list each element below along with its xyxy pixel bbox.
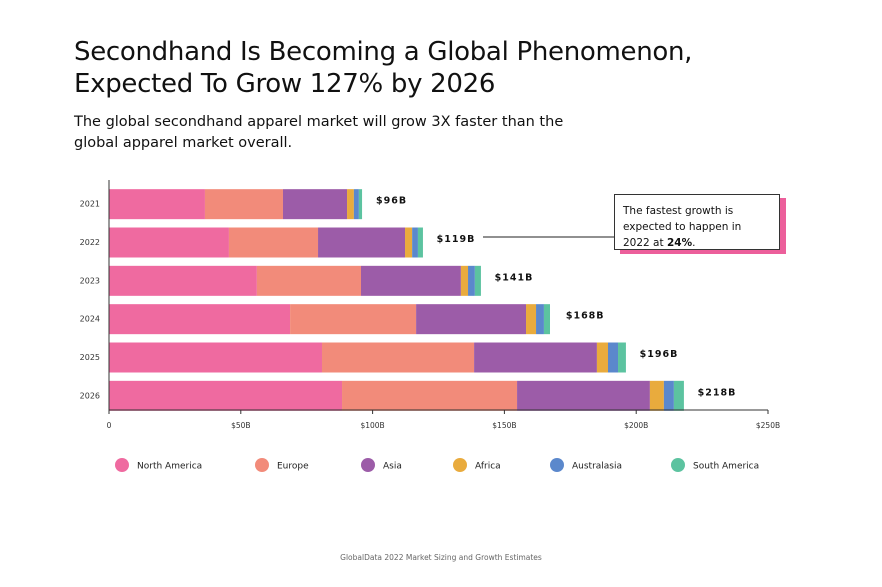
bar-segment <box>536 304 544 335</box>
legend-swatch <box>671 458 685 472</box>
annotation: The fastest growth is expected to happen… <box>614 194 780 250</box>
total-label: $119B <box>437 234 476 245</box>
bar-segment <box>460 265 469 296</box>
source: GlobalData 2022 Market Sizing and Growth… <box>340 553 542 562</box>
y-tick-label: 2026 <box>80 391 100 400</box>
legend-label: Australasia <box>572 462 622 472</box>
bar-segment <box>109 227 229 258</box>
x-tick-label: $150B <box>492 421 516 430</box>
bar-segment <box>342 380 518 411</box>
bar-segment <box>228 227 319 258</box>
bar-segment <box>361 265 461 296</box>
legend-label: Europe <box>277 462 309 472</box>
bar-segment <box>405 227 413 258</box>
bar-segment <box>282 189 348 220</box>
annotation-emphasis: 24% <box>666 237 693 249</box>
annotation-end: . <box>692 237 696 249</box>
legend-label: Asia <box>383 462 402 472</box>
bar-segment <box>474 342 597 373</box>
legend-label: North America <box>137 462 202 472</box>
total-label: $96B <box>376 196 407 207</box>
x-tick-label: $100B <box>360 421 384 430</box>
bar-segment <box>526 304 537 335</box>
bar-segment <box>517 380 650 411</box>
total-label: $168B <box>566 311 605 322</box>
x-tick-label: $250B <box>756 421 780 430</box>
x-tick-label: $200B <box>624 421 648 430</box>
bar-segment <box>412 227 418 258</box>
bar-segment <box>109 304 291 335</box>
total-label: $196B <box>640 349 679 360</box>
chart-title: Secondhand Is Becoming a Global Phenomen… <box>74 37 693 99</box>
bar-segment <box>353 189 359 220</box>
x-tick-label: 0 <box>107 421 112 430</box>
y-tick-label: 2022 <box>80 238 100 247</box>
bar-segment <box>347 189 354 220</box>
bar-segment <box>109 265 257 296</box>
bar-segment <box>256 265 362 296</box>
bar-segment <box>607 342 619 373</box>
bar-segment <box>663 380 674 411</box>
legend-swatch <box>115 458 129 472</box>
total-label: $141B <box>495 272 534 283</box>
legend-swatch <box>361 458 375 472</box>
bar-segment <box>649 380 664 411</box>
bar-segment <box>109 380 343 411</box>
bar-segment <box>673 380 684 411</box>
total-label: $218B <box>698 387 737 398</box>
bar-segment <box>290 304 417 335</box>
legend-swatch <box>550 458 564 472</box>
bar-segment <box>321 342 475 373</box>
bar-segment <box>618 342 626 373</box>
legend-swatch <box>453 458 467 472</box>
bar-segment <box>417 227 423 258</box>
bar-segment <box>358 189 363 220</box>
legend-label: Africa <box>475 462 501 472</box>
bar-segment <box>474 265 481 296</box>
bar-segment <box>416 304 527 335</box>
bar-segment <box>468 265 475 296</box>
annotation-text: The fastest growth is expected to happen… <box>623 205 742 249</box>
bar-segment <box>109 342 322 373</box>
bar-segment <box>204 189 283 220</box>
y-tick-label: 2021 <box>80 200 100 209</box>
bar-segment <box>318 227 406 258</box>
y-tick-label: 2024 <box>80 315 100 324</box>
chart-subtitle: The global secondhand apparel market wil… <box>74 114 564 151</box>
bar-segment <box>109 189 205 220</box>
y-tick-label: 2025 <box>80 353 100 362</box>
legend-swatch <box>255 458 269 472</box>
legend-label: South America <box>693 462 759 472</box>
bar-segment <box>543 304 551 335</box>
y-tick-label: 2023 <box>80 276 100 285</box>
x-tick-label: $50B <box>231 421 250 430</box>
bar-segment <box>596 342 608 373</box>
